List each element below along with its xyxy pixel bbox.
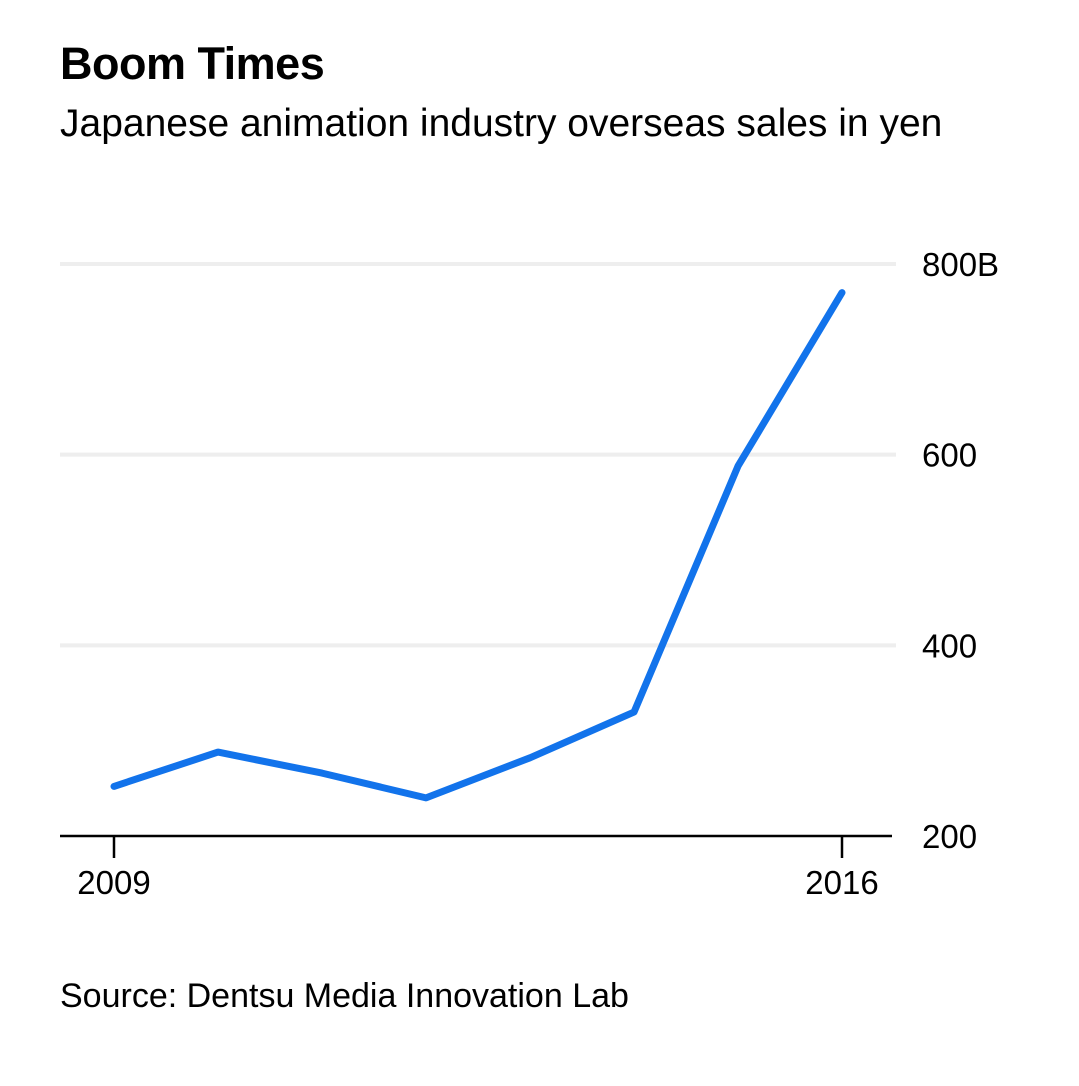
y-tick-label: 200 [922,818,977,855]
x-tick-label: 2016 [805,864,878,901]
gridlines [60,262,896,648]
x-tick-label: 2009 [77,864,150,901]
y-tick-label: 600 [922,437,977,474]
series-line-0 [110,289,846,802]
source-note: Source: Dentsu Media Innovation Lab [60,977,629,1015]
y-tick-label: 800B [922,246,999,283]
y-axis-labels: 800B 600 400 200 [922,246,999,855]
chart-subtitle: Japanese animation industry overseas sal… [60,102,943,145]
chart-title: Boom Times [60,38,325,89]
x-axis: 2009 2016 [60,834,892,901]
y-tick-label: 400 [922,627,977,664]
data-series [110,289,846,802]
